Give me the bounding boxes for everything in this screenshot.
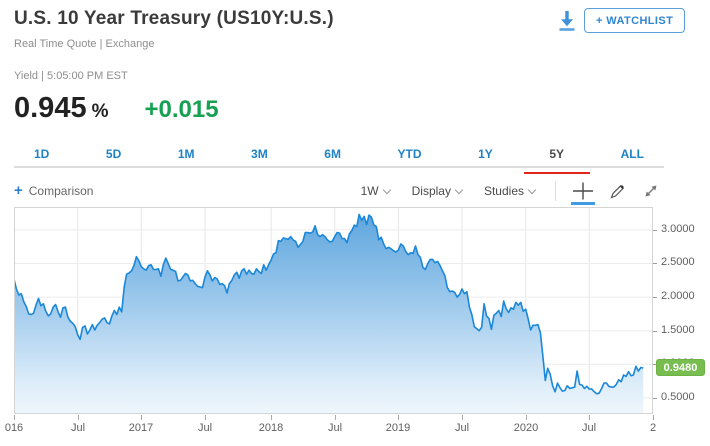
price-change: +0.015	[144, 96, 219, 123]
range-tab-5d[interactable]: 5D	[105, 147, 122, 161]
range-tab-1y[interactable]: 1Y	[478, 147, 493, 161]
fullscreen-button[interactable]	[638, 179, 664, 203]
y-axis-tick	[653, 230, 657, 231]
x-axis-tick	[14, 415, 15, 420]
x-axis-label: 016	[4, 422, 24, 434]
range-tab-6m[interactable]: 6M	[324, 147, 341, 161]
x-axis: 016 Jul 2017 Jul 2018 Jul 2019 Jul 2020 Jul 2	[5, 414, 674, 444]
x-axis-tick	[141, 415, 142, 420]
y-axis-tick	[653, 364, 657, 365]
download-icon[interactable]	[554, 8, 580, 34]
range-tab-ytd[interactable]: YTD	[397, 147, 422, 161]
quote-source-label: Real Time Quote | Exchange	[14, 38, 155, 50]
price-line	[14, 213, 644, 395]
x-axis-tick	[78, 415, 79, 420]
area-fill	[14, 214, 644, 414]
add-watchlist-button[interactable]: + WATCHLIST	[584, 8, 686, 33]
range-tab-1d[interactable]: 1D	[34, 147, 50, 161]
x-axis-label: 2017	[128, 422, 154, 434]
y-axis-label: 0.5000	[661, 391, 695, 403]
y-axis-tick	[653, 263, 657, 264]
draw-tool-button[interactable]	[604, 179, 630, 203]
toolbar-divider	[555, 181, 556, 201]
comparison-label: Comparison	[28, 184, 94, 198]
price-unit: %	[91, 101, 109, 122]
x-axis-tick	[462, 415, 463, 420]
x-axis-label: Jul	[454, 422, 470, 434]
y-axis-tick	[653, 297, 657, 298]
crosshair-tool-button[interactable]	[570, 179, 596, 205]
range-tab-5y[interactable]: 5Y	[549, 146, 564, 166]
chart-toolbar: + Comparison 1W Display Studies	[14, 179, 664, 205]
y-axis-tick	[653, 331, 657, 332]
x-axis-label: Jul	[70, 422, 86, 434]
price-value: 0.945	[14, 92, 87, 124]
range-tab-all[interactable]: ALL	[620, 147, 644, 161]
chevron-down-icon	[454, 185, 464, 195]
pencil-icon	[609, 184, 624, 199]
y-axis-tick	[653, 398, 657, 399]
x-axis-label: Jul	[197, 422, 213, 434]
price-row: 0.945 % +0.015	[14, 92, 219, 125]
x-axis-label: Jul	[581, 422, 597, 434]
display-dropdown[interactable]: Display	[412, 184, 464, 198]
expand-arrows-icon	[645, 185, 657, 197]
x-axis-tick	[398, 415, 399, 420]
x-axis-label: 2018	[258, 422, 284, 434]
x-axis-tick	[205, 415, 206, 420]
y-axis-label: 1.5000	[661, 324, 695, 336]
x-axis-label: 2020	[513, 422, 539, 434]
x-axis-tick	[526, 415, 527, 420]
y-axis-label: 2.5000	[661, 256, 695, 268]
x-axis-label: 2019	[385, 422, 411, 434]
studies-dropdown[interactable]: Studies	[484, 184, 537, 198]
price-chart[interactable]	[14, 207, 653, 414]
plus-icon: +	[14, 182, 23, 199]
add-comparison-button[interactable]: + Comparison	[14, 182, 93, 199]
x-axis-tick	[653, 415, 654, 420]
range-tab-3m[interactable]: 3M	[251, 147, 268, 161]
x-axis-label: 2	[649, 422, 657, 434]
x-axis-tick	[589, 415, 590, 420]
x-axis-tick	[271, 415, 272, 420]
x-axis-tick	[335, 415, 336, 420]
x-axis-label: Jul	[327, 422, 343, 434]
range-tab-1m[interactable]: 1M	[177, 147, 195, 161]
y-axis-label: 3.0000	[661, 223, 695, 235]
quote-meta: Yield | 5:05:00 PM EST	[14, 70, 128, 82]
page-title: U.S. 10 Year Treasury (US10Y:U.S.)	[14, 8, 334, 29]
chevron-down-icon	[527, 185, 537, 195]
last-price-badge: 0.9480	[656, 359, 705, 376]
range-tab-bar: 1D 5D 1M 3M 6M YTD 1Y 5Y ALL	[14, 146, 664, 168]
chevron-down-icon	[382, 185, 391, 195]
interval-dropdown[interactable]: 1W	[361, 184, 391, 198]
y-axis-label: 2.0000	[661, 290, 695, 302]
crosshair-icon	[573, 182, 593, 200]
